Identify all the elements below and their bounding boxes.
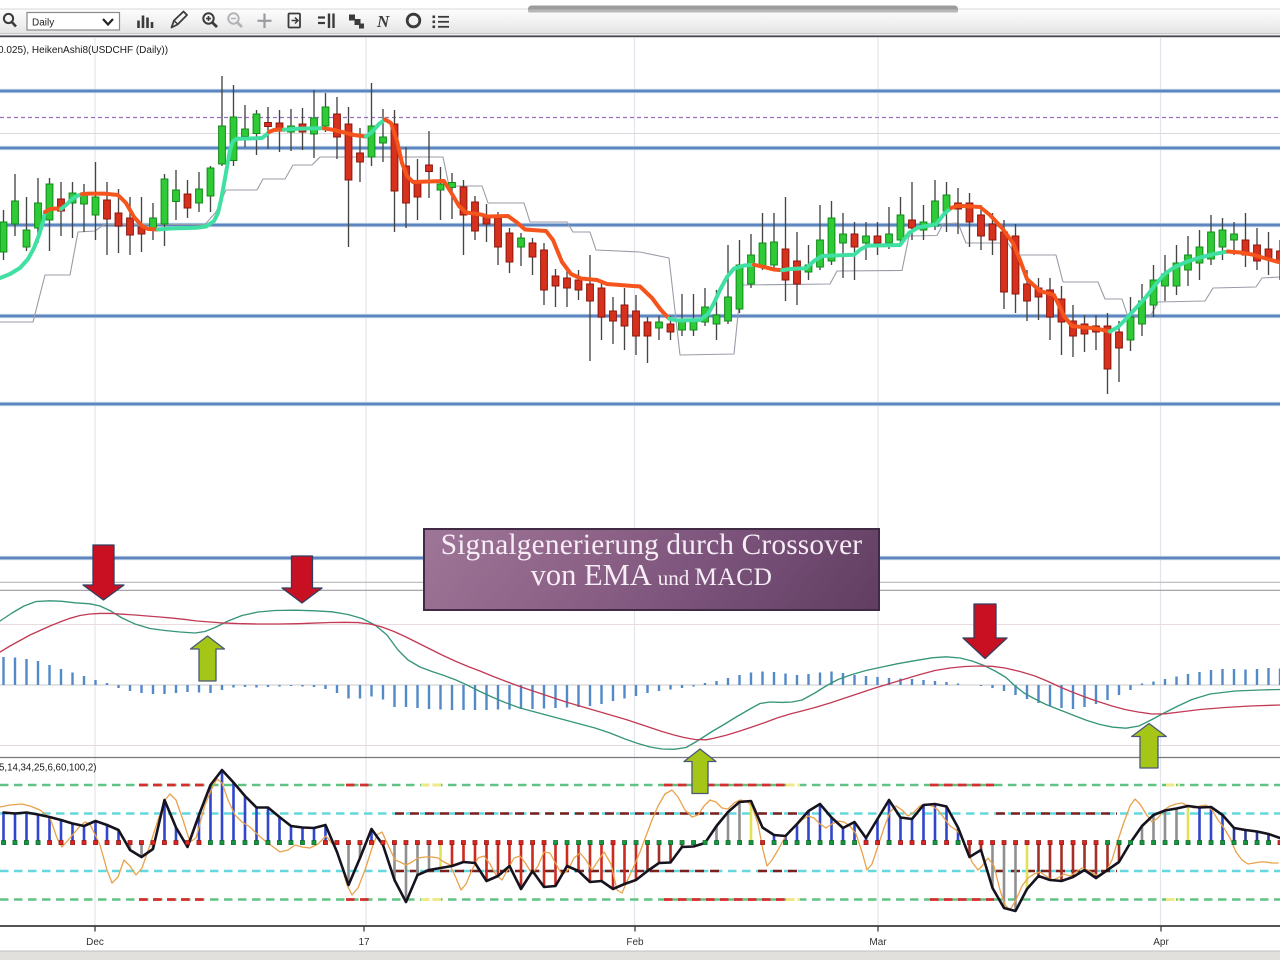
svg-text:17: 17 xyxy=(358,937,370,948)
svg-text:Apr: Apr xyxy=(1153,937,1169,948)
svg-text:0.025), HeikenAshi8(USDCHF (Da: 0.025), HeikenAshi8(USDCHF (Daily)) xyxy=(0,45,168,56)
svg-text:Feb: Feb xyxy=(626,937,644,948)
svg-text:Dec: Dec xyxy=(86,937,104,948)
svg-text:5,14,34,25,6,60,100,2): 5,14,34,25,6,60,100,2) xyxy=(0,763,97,774)
svg-text:N: N xyxy=(376,12,390,31)
svg-text:Daily: Daily xyxy=(32,18,54,29)
svg-text:Mar: Mar xyxy=(869,937,887,948)
